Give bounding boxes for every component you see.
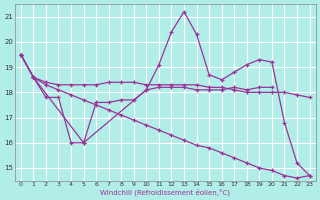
- X-axis label: Windchill (Refroidissement éolien,°C): Windchill (Refroidissement éolien,°C): [100, 188, 230, 196]
